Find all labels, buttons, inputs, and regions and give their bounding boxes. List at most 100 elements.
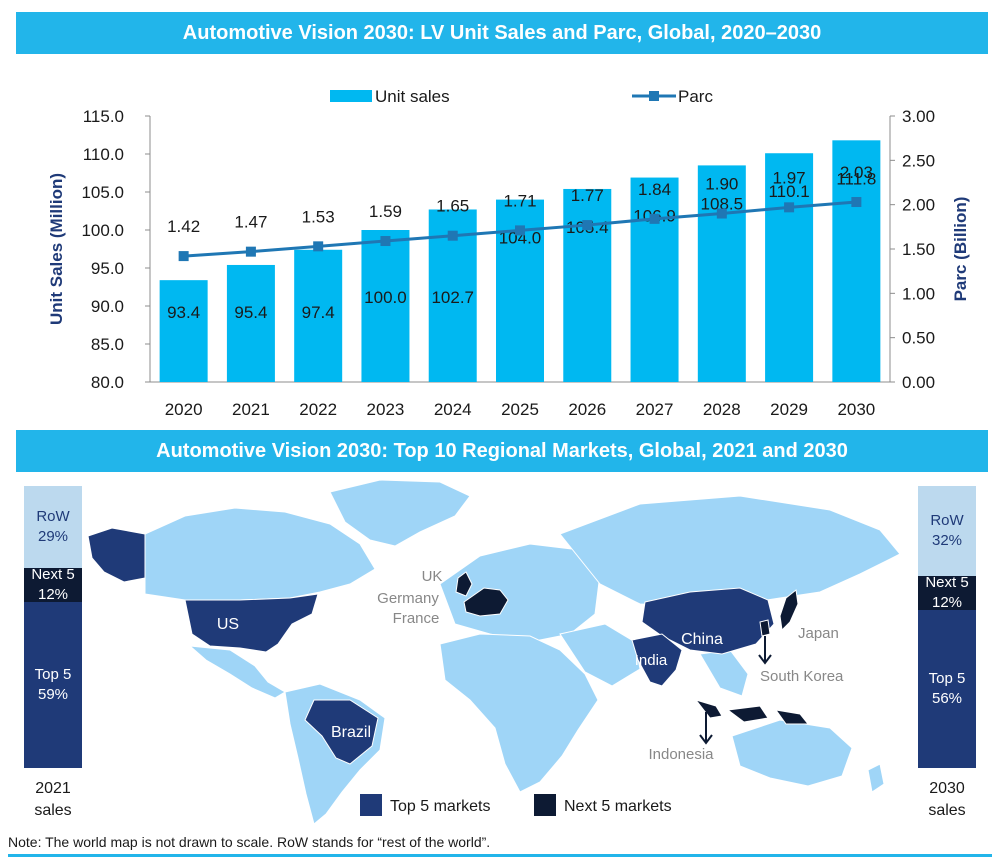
- x-tick-label: 2025: [501, 400, 539, 419]
- label-japan: Japan: [798, 625, 839, 642]
- parc-value-label: 1.77: [571, 186, 604, 205]
- parc-marker: [582, 220, 593, 231]
- middle-east-shape: [559, 623, 641, 687]
- y2-tick-label: 3.00: [902, 107, 935, 126]
- y-tick-label: 90.0: [91, 297, 124, 316]
- label-china: China: [681, 631, 723, 648]
- row-value-2021: 29%: [37, 527, 69, 545]
- japan-shape: [779, 589, 799, 632]
- sales-caption-2030: sales: [928, 802, 966, 819]
- parc-value-label: 1.90: [705, 175, 738, 194]
- legend-unit-sales-label: Unit sales: [375, 87, 450, 106]
- top5-markets: [87, 527, 775, 765]
- legend-parc-marker: [649, 91, 659, 101]
- sales-caption-2021: sales: [34, 802, 72, 819]
- label-india: India: [635, 652, 668, 669]
- x-tick-label: 2028: [703, 400, 741, 419]
- share-bar-2030: RoW 32% Next 5 12% Top 5 56%: [918, 486, 976, 768]
- legend-next5-swatch: [534, 794, 556, 816]
- y-tick-label: 115.0: [83, 107, 124, 126]
- y-tick-label: 110.0: [83, 145, 124, 164]
- pointer-arrows: [699, 636, 772, 745]
- brazil-shape: [304, 699, 379, 765]
- indonesia-arrow: [699, 712, 713, 745]
- unit-sales-bar: [294, 249, 343, 382]
- parc-value-label: 1.42: [167, 217, 200, 236]
- unit-sales-bar: [697, 165, 746, 382]
- map-title-banner: Automotive Vision 2030: Top 10 Regional …: [16, 430, 988, 472]
- x-tick-label: 2026: [568, 400, 606, 419]
- year-2030: 2030: [929, 780, 965, 797]
- x-tick-label: 2027: [636, 400, 674, 419]
- unit-sales-value-label: 97.4: [302, 303, 335, 322]
- y-tick-label: 95.0: [91, 259, 124, 278]
- parc-marker: [851, 197, 862, 208]
- unit-sales-value-label: 110.1: [768, 182, 809, 201]
- share-bar-2021: RoW 29% Next 5 12% Top 5 59%: [24, 486, 82, 768]
- footnote: Note: The world map is not drawn to scal…: [8, 834, 491, 850]
- x-tick-label: 2029: [770, 400, 808, 419]
- top5-value-2021: 59%: [37, 685, 69, 703]
- unit-sales-value-label: 108.5: [701, 194, 744, 213]
- unit-sales-value-label: 104.0: [499, 229, 542, 248]
- new-zealand-shape: [867, 763, 885, 793]
- label-indonesia: Indonesia: [648, 746, 714, 763]
- unit-sales-value-label: 95.4: [234, 303, 267, 322]
- parc-value-label: 1.47: [234, 213, 267, 232]
- top5-value-2030: 56%: [931, 690, 963, 708]
- parc-marker: [515, 225, 525, 236]
- x-tick-label: 2020: [165, 400, 203, 419]
- unit-sales-bar: [630, 177, 679, 382]
- next5-value-2030: 12%: [931, 594, 963, 612]
- alaska-shape: [87, 527, 146, 583]
- parc-value-label: 2.03: [840, 163, 873, 182]
- top5-label-2021: Top 5: [34, 665, 72, 683]
- top5-segment-2030: Top 5 56%: [918, 610, 976, 768]
- y-tick-label: 80.0: [91, 373, 124, 392]
- parc-value-label: 1.84: [638, 180, 671, 199]
- y-axis-title: Unit Sales (Million): [47, 173, 66, 325]
- y-tick-label: 105.0: [81, 183, 124, 202]
- label-south-korea: South Korea: [760, 668, 844, 685]
- canada-shape: [144, 507, 376, 601]
- label-brazil: Brazil: [331, 724, 371, 741]
- x-tick-label: 2023: [367, 400, 405, 419]
- y-tick-label: 100.0: [81, 221, 124, 240]
- indonesia-shape-a: [694, 699, 723, 719]
- next5-segment-2030: Next 5 12%: [918, 574, 976, 612]
- unit-sales-bar: [226, 264, 275, 382]
- mexico-shape: [188, 645, 286, 699]
- row-value-2030: 32%: [931, 532, 963, 550]
- parc-marker: [649, 213, 660, 224]
- y2-tick-label: 0.50: [902, 329, 935, 348]
- label-uk: UK: [422, 568, 443, 585]
- map-land: [144, 479, 901, 825]
- row-label-2021: RoW: [36, 507, 70, 525]
- unit-sales-value-label: 93.4: [167, 303, 200, 322]
- south-korea-shape: [759, 619, 771, 637]
- germany-france-shape: [463, 587, 509, 617]
- uk-shape: [455, 571, 473, 597]
- y2-tick-label: 2.50: [902, 151, 935, 170]
- parc-value-label: 1.65: [436, 197, 469, 216]
- next5-markets: [455, 571, 810, 725]
- parc-value-label: 1.59: [369, 202, 402, 221]
- world-map: US Brazil China India UK Germany France …: [87, 479, 901, 825]
- x-tick-label: 2022: [299, 400, 337, 419]
- parc-marker: [245, 246, 256, 257]
- bottom-rule: [8, 854, 992, 857]
- label-france: France: [393, 610, 440, 627]
- next5-value-2021: 12%: [37, 585, 69, 603]
- parc-marker: [716, 208, 727, 219]
- legend-unit-sales-swatch: [330, 90, 372, 102]
- parc-value-label: 1.53: [302, 207, 335, 226]
- y2-axis-title: Parc (Billion): [951, 197, 970, 302]
- year-caption-2030: 2030 sales: [907, 778, 987, 822]
- legend-top5-label: Top 5 markets: [390, 798, 490, 815]
- year-2021: 2021: [35, 780, 71, 797]
- unit-sales-bar: [765, 153, 814, 382]
- africa-shape: [439, 633, 599, 793]
- y2-tick-label: 1.50: [902, 240, 935, 259]
- southeast-asia-shape: [699, 649, 749, 697]
- australia-shape: [731, 719, 853, 787]
